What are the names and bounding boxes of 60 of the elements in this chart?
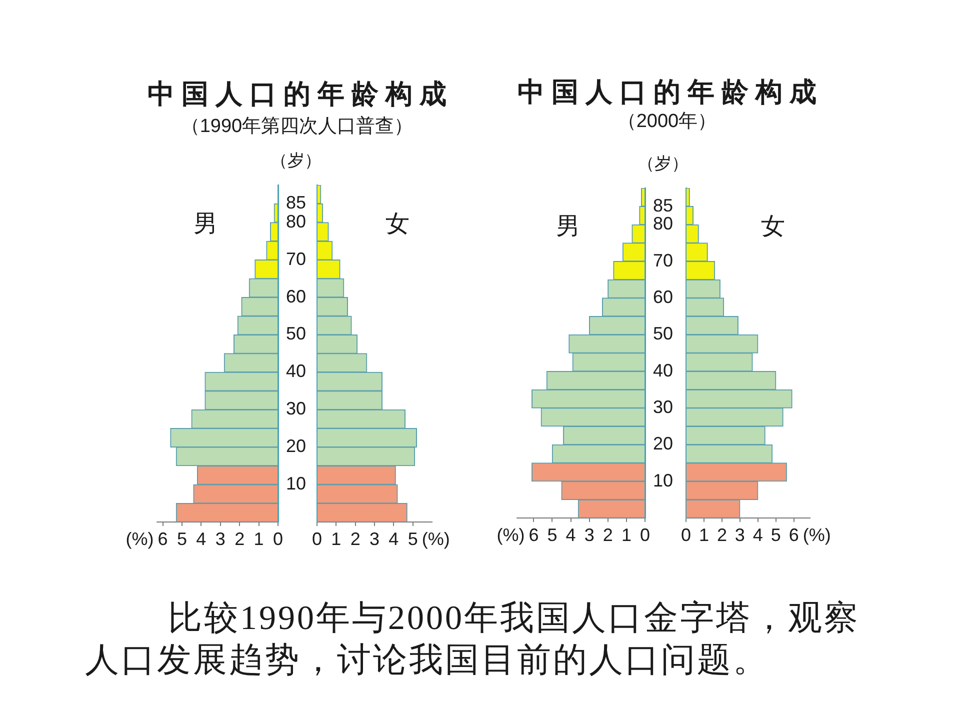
x-tick-label: 1 bbox=[331, 528, 342, 549]
y-tick-label: 20 bbox=[286, 436, 306, 456]
x-tick-label: 6 bbox=[528, 524, 539, 545]
series-label: 男 bbox=[556, 212, 580, 240]
x-tick-label: 2 bbox=[602, 524, 613, 545]
x-tick-label: 3 bbox=[734, 524, 745, 545]
y-tick-label: 60 bbox=[653, 286, 674, 307]
y-tick-label: 40 bbox=[286, 361, 306, 382]
chart-subtitle: （1990年第四次人口普查） bbox=[180, 114, 414, 139]
series-label: 男 bbox=[193, 210, 218, 238]
x-tick-label: 0 bbox=[272, 528, 284, 549]
x-axis-title: (%) bbox=[422, 528, 450, 549]
y-tick-label: 85 bbox=[653, 195, 674, 216]
x-tick-label: 4 bbox=[752, 524, 763, 545]
y-tick-label: 60 bbox=[286, 286, 306, 306]
x-tick-label: 0 bbox=[680, 524, 692, 545]
y-axis-title: （岁） bbox=[636, 153, 690, 175]
x-tick-label: 4 bbox=[196, 528, 206, 549]
x-tick-label: 6 bbox=[158, 528, 168, 549]
x-axis-title: (%) bbox=[802, 524, 831, 545]
y-tick-label: 70 bbox=[286, 248, 306, 269]
y-axis-title: （岁） bbox=[270, 150, 322, 172]
x-tick-label: 1 bbox=[698, 524, 709, 545]
x-tick-label: 1 bbox=[621, 524, 632, 545]
y-tick-label: 80 bbox=[653, 214, 674, 234]
y-tick-label: 85 bbox=[286, 192, 306, 213]
x-tick-label: 1 bbox=[254, 528, 264, 549]
text: 比较1990年与2000年我国人口金字塔，观察人口发展趋势，讨论我国目前的人口问题。 bbox=[85, 599, 861, 681]
y-tick-label: 30 bbox=[286, 398, 306, 419]
x-tick-label: 5 bbox=[176, 528, 187, 549]
x-tick-label: 2 bbox=[350, 528, 360, 549]
y-tick-label: 30 bbox=[653, 396, 674, 417]
y-tick-label: 80 bbox=[286, 211, 306, 232]
x-tick-label: 3 bbox=[369, 528, 380, 549]
y-tick-label: 50 bbox=[286, 324, 306, 344]
x-tick-label: 0 bbox=[312, 528, 322, 549]
x-tick-label: 2 bbox=[716, 524, 727, 545]
x-tick-label: 3 bbox=[215, 528, 226, 549]
x-tick-label: 3 bbox=[584, 524, 594, 545]
text: 女 bbox=[760, 212, 785, 240]
y-tick-label: 10 bbox=[286, 474, 306, 494]
y-tick-label: 20 bbox=[653, 434, 674, 454]
x-tick-label: 4 bbox=[566, 524, 576, 545]
x-axis-title: (%) bbox=[126, 528, 154, 549]
chart-title: 中国人口的年龄构成 bbox=[518, 77, 824, 108]
y-tick-label: 50 bbox=[653, 324, 674, 344]
x-tick-label: 5 bbox=[770, 524, 781, 545]
y-tick-label: 10 bbox=[653, 470, 674, 490]
x-tick-label: 5 bbox=[408, 528, 418, 549]
x-tick-label: 6 bbox=[788, 524, 799, 545]
x-tick-label: 5 bbox=[547, 524, 558, 545]
chart-title: 中国人口的年龄构成 bbox=[146, 78, 454, 112]
x-tick-label: 0 bbox=[640, 524, 650, 545]
y-tick-label: 40 bbox=[653, 360, 674, 380]
chart-subtitle: （2000年） bbox=[617, 111, 717, 132]
y-tick-label: 70 bbox=[653, 250, 674, 270]
x-tick-label: 2 bbox=[234, 528, 245, 549]
x-axis-title: (%) bbox=[496, 524, 525, 545]
x-tick-label: 4 bbox=[388, 528, 399, 549]
text: 女 bbox=[386, 210, 410, 238]
